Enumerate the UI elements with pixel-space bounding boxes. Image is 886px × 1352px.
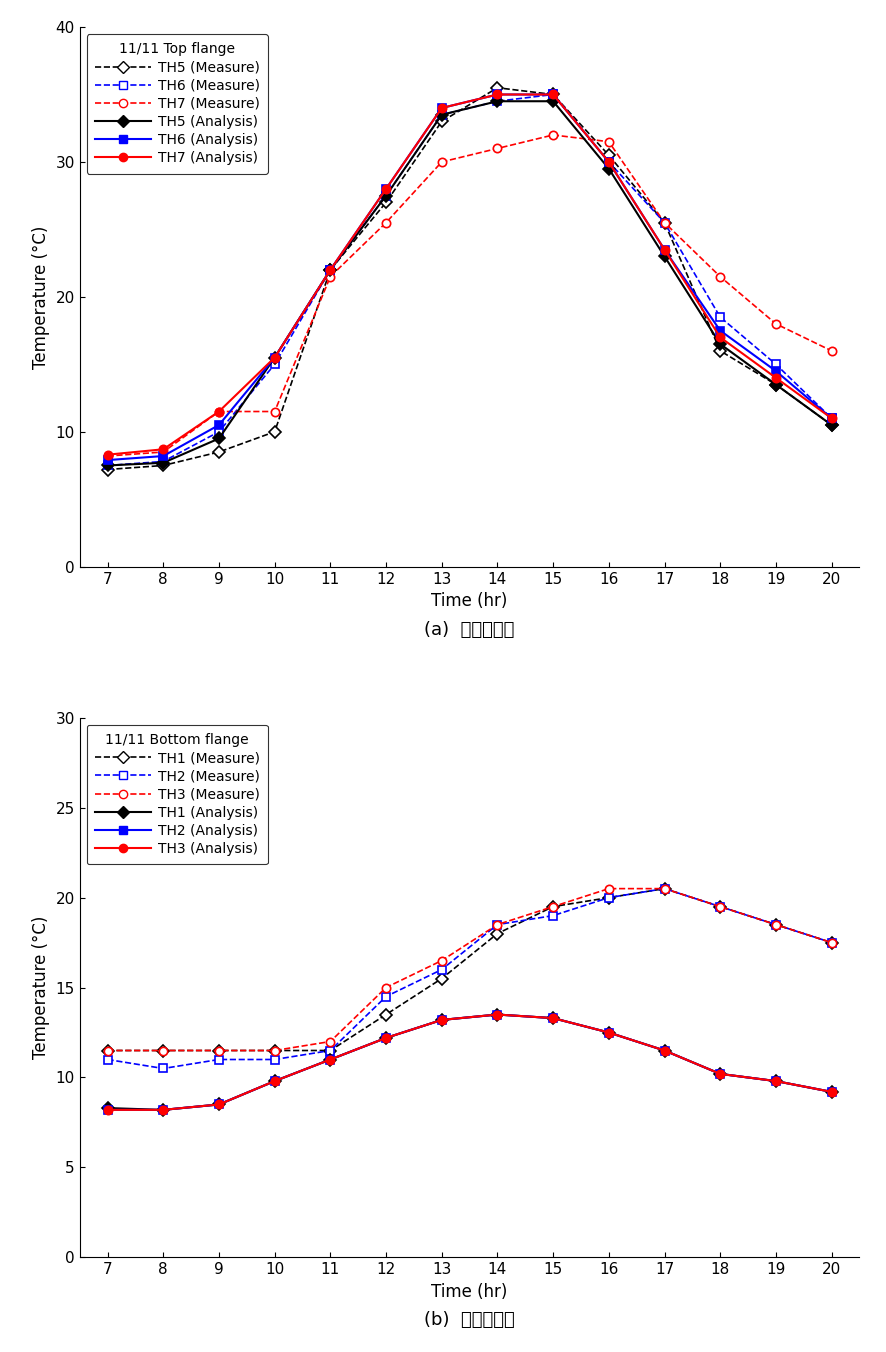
Text: (a)  상부플렌지: (a) 상부플렌지 bbox=[424, 621, 515, 638]
Y-axis label: Temperature (°C): Temperature (°C) bbox=[32, 915, 50, 1059]
Legend: TH1 (Measure), TH2 (Measure), TH3 (Measure), TH1 (Analysis), TH2 (Analysis), TH3: TH1 (Measure), TH2 (Measure), TH3 (Measu… bbox=[87, 725, 268, 864]
Text: (b)  하부플렌지: (b) 하부플렌지 bbox=[424, 1311, 515, 1329]
X-axis label: Time (hr): Time (hr) bbox=[431, 592, 508, 610]
Legend: TH5 (Measure), TH6 (Measure), TH7 (Measure), TH5 (Analysis), TH6 (Analysis), TH7: TH5 (Measure), TH6 (Measure), TH7 (Measu… bbox=[87, 34, 268, 173]
X-axis label: Time (hr): Time (hr) bbox=[431, 1283, 508, 1301]
Y-axis label: Temperature (°C): Temperature (°C) bbox=[32, 226, 50, 369]
